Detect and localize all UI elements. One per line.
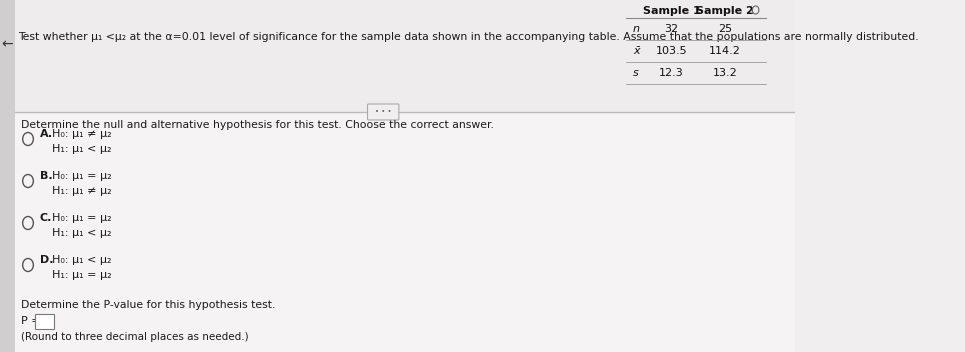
Text: Sample 2: Sample 2 [697, 6, 754, 16]
Text: Determine the null and alternative hypothesis for this test. Choose the correct : Determine the null and alternative hypot… [20, 120, 493, 130]
Text: 114.2: 114.2 [709, 46, 741, 56]
FancyBboxPatch shape [0, 0, 14, 352]
Text: Sample 1: Sample 1 [643, 6, 701, 16]
Text: 32: 32 [665, 24, 678, 34]
Text: H₀: μ₁ = μ₂: H₀: μ₁ = μ₂ [52, 213, 112, 223]
Text: 25: 25 [718, 24, 732, 34]
Text: H₁: μ₁ = μ₂: H₁: μ₁ = μ₂ [52, 270, 112, 280]
Text: n: n [633, 24, 640, 34]
Text: B.: B. [40, 171, 52, 181]
Text: • • •: • • • [375, 109, 392, 115]
FancyBboxPatch shape [368, 104, 399, 120]
Text: H₀: μ₁ ≠ μ₂: H₀: μ₁ ≠ μ₂ [52, 129, 112, 139]
Text: (Round to three decimal places as needed.): (Round to three decimal places as needed… [20, 332, 248, 342]
Text: 13.2: 13.2 [713, 68, 737, 78]
Text: s: s [633, 68, 639, 78]
FancyBboxPatch shape [35, 314, 54, 328]
Text: Test whether μ₁ <μ₂ at the α=0.01 level of significance for the sample data show: Test whether μ₁ <μ₂ at the α=0.01 level … [18, 32, 919, 42]
Text: x̄: x̄ [633, 46, 640, 56]
Text: H₀: μ₁ = μ₂: H₀: μ₁ = μ₂ [52, 171, 112, 181]
Text: H₁: μ₁ < μ₂: H₁: μ₁ < μ₂ [52, 144, 111, 154]
Text: ←: ← [2, 37, 14, 51]
Text: H₁: μ₁ ≠ μ₂: H₁: μ₁ ≠ μ₂ [52, 186, 112, 196]
FancyBboxPatch shape [0, 0, 795, 112]
Text: 103.5: 103.5 [656, 46, 687, 56]
Text: D.: D. [40, 255, 53, 265]
FancyBboxPatch shape [0, 112, 795, 352]
Text: 12.3: 12.3 [659, 68, 684, 78]
Text: A.: A. [40, 129, 53, 139]
Text: H₀: μ₁ < μ₂: H₀: μ₁ < μ₂ [52, 255, 111, 265]
Text: H₁: μ₁ < μ₂: H₁: μ₁ < μ₂ [52, 228, 111, 238]
Text: P =: P = [20, 316, 41, 326]
Text: Determine the P-value for this hypothesis test.: Determine the P-value for this hypothesi… [20, 300, 275, 310]
Text: C.: C. [40, 213, 52, 223]
